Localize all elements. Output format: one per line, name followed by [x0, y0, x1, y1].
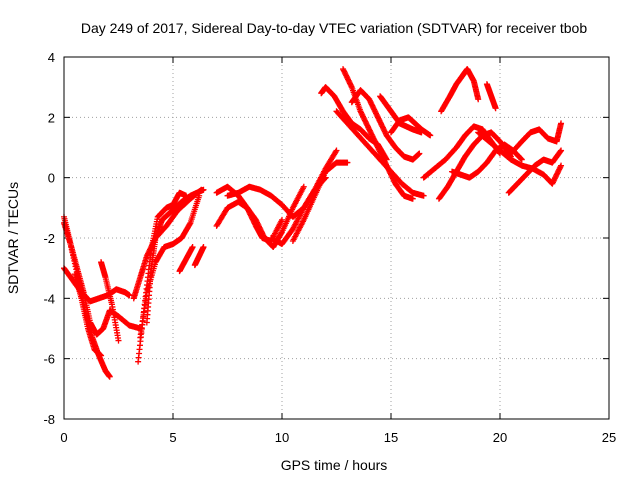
data-point	[279, 216, 285, 223]
series-track-s	[333, 108, 427, 199]
series-track-ac	[505, 147, 565, 196]
data-point	[106, 373, 113, 380]
series-track-j	[176, 244, 196, 275]
data-point	[200, 244, 207, 251]
x-tick-label: 25	[602, 430, 616, 445]
series-track-h	[137, 192, 203, 341]
data-point	[200, 186, 207, 193]
data-point	[189, 244, 196, 251]
data-point	[492, 105, 499, 112]
y-tick-label: 0	[48, 171, 55, 186]
data-point	[558, 120, 565, 127]
data-point	[300, 183, 307, 190]
data-point	[518, 156, 525, 163]
series-track-i	[143, 186, 207, 326]
data-point	[558, 147, 565, 154]
data-point	[126, 292, 133, 299]
y-tick-label: -6	[43, 352, 55, 367]
series-track-x	[438, 66, 482, 115]
y-tick-label: -8	[43, 412, 55, 427]
grid	[64, 57, 609, 419]
y-tick-label: 4	[48, 50, 55, 65]
x-tick-label: 10	[275, 430, 289, 445]
y-tick-label: -4	[43, 291, 55, 306]
series-track-m	[213, 183, 307, 251]
data-point	[344, 159, 351, 166]
data-point	[427, 132, 434, 139]
series-track-r	[340, 66, 416, 202]
x-tick-label: 5	[169, 430, 176, 445]
series-track-ad	[507, 120, 565, 157]
data-point	[409, 195, 416, 202]
chart-title: Day 249 of 2017, Sidereal Day-to-day VTE…	[81, 20, 588, 36]
y-tick-label: 2	[48, 110, 55, 125]
series-track-p	[289, 159, 351, 245]
y-tick-labels: -8 -6 -4 -2 0 2 4	[43, 50, 55, 427]
series-track-w	[420, 123, 503, 181]
series-track-e	[98, 259, 122, 344]
series-track-v	[388, 114, 434, 139]
data-points	[61, 66, 565, 380]
x-tick-label: 15	[384, 430, 398, 445]
data-point	[115, 337, 122, 344]
series-track-z	[483, 81, 499, 112]
x-tick-labels: 0 5 10 15 20 25	[60, 430, 616, 445]
y-axis-label: SDTVAR / TECUs	[5, 182, 21, 294]
data-point	[420, 192, 427, 199]
x-tick-label: 20	[493, 430, 507, 445]
data-point	[332, 148, 339, 155]
data-point	[98, 352, 105, 359]
plot-frame	[63, 56, 610, 420]
x-axis-label: GPS time / hours	[281, 457, 388, 473]
x-tick-label: 0	[60, 430, 67, 445]
data-point	[333, 147, 340, 154]
data-point	[416, 150, 423, 157]
y-tick-label: -2	[43, 231, 55, 246]
data-point	[558, 162, 565, 169]
data-point	[475, 96, 482, 103]
series-track-d	[71, 271, 105, 359]
series-track-k	[191, 244, 207, 269]
series-track-t	[348, 87, 423, 163]
